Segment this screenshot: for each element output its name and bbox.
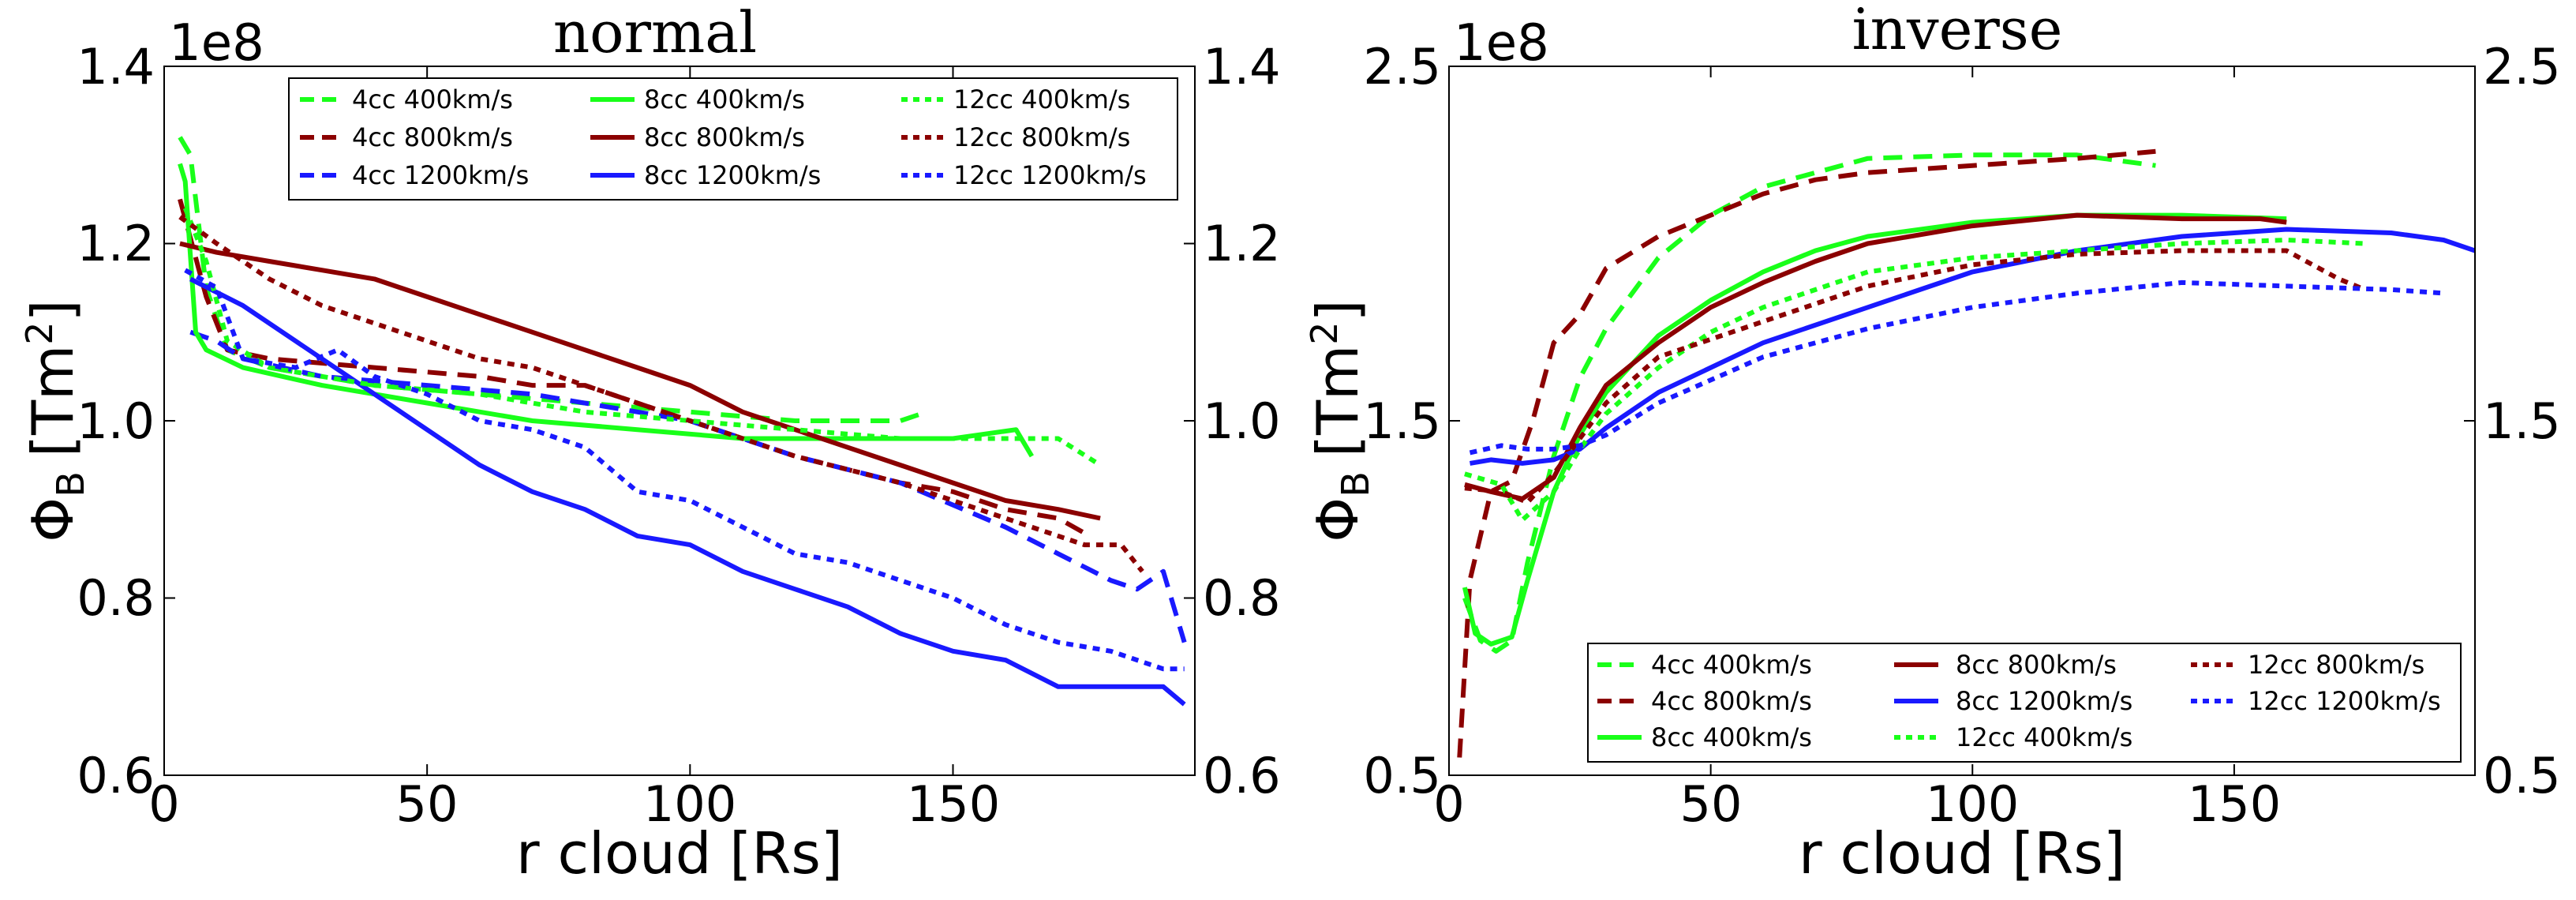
- series-line-12cc-800km-s: [178, 215, 1144, 573]
- legend-label: 12cc 800km/s: [953, 122, 1130, 152]
- legend-label: 12cc 400km/s: [953, 84, 1130, 114]
- y-axis-label-unit: [Tm: [1305, 345, 1371, 457]
- x-axis-label: r cloud [Rs]: [1799, 820, 2125, 887]
- x-tick-label: 150: [907, 775, 1000, 833]
- x-tick-label: 0: [148, 775, 179, 833]
- svg-text:ΦB[Tm2]: ΦB [Tm2]: [1303, 299, 1378, 542]
- legend-label: 4cc 1200km/s: [352, 160, 529, 190]
- legend-label: 8cc 400km/s: [644, 84, 805, 114]
- offset-text: 1e8: [1454, 14, 1549, 73]
- y-axis-label-subscript: B: [1334, 471, 1378, 497]
- legend-label: 12cc 1200km/s: [953, 160, 1147, 190]
- y-tick-label: 1.4: [77, 38, 155, 96]
- legend-normal: 4cc 400km/s 4cc 800km/s 4cc 1200km/s 8cc…: [288, 77, 1178, 201]
- series-line-12cc-1200km-s: [1469, 279, 2444, 456]
- x-tick-label: 150: [2188, 775, 2281, 833]
- right-y-tick-label: 1.4: [1203, 38, 1281, 96]
- legend-frame: [1587, 643, 2462, 763]
- series-line-8cc-800km-s: [179, 241, 1101, 521]
- legend-frame: [288, 77, 1178, 201]
- y-tick-label: 1.2: [77, 215, 155, 272]
- y-axis-label-unit-exponent: 2: [1303, 321, 1346, 344]
- right-y-tick-label: 1.5: [2483, 392, 2561, 450]
- series-line-12cc-1200km-s: [184, 268, 1185, 672]
- y-axis-label-symbol: Φ: [20, 497, 86, 542]
- y-tick-label: 1.0: [77, 392, 155, 450]
- series-line-8cc-800km-s: [1464, 212, 2287, 501]
- x-axis-label: r cloud [Rs]: [516, 820, 843, 887]
- series-line-12cc-400km-s: [1464, 238, 2365, 523]
- plot-area-inverse: [1457, 148, 2475, 758]
- x-tick-label: 50: [1680, 775, 1743, 833]
- series-line-4cc-800km-s: [1457, 148, 2156, 758]
- x-tick-label: 100: [1926, 775, 2019, 833]
- chart-inverse: inverse 1e8 0.5 1.5 2.5 0.5 1.5 2.5 0 50…: [1303, 0, 2561, 887]
- legend-label: 8cc 1200km/s: [1956, 686, 2132, 716]
- right-y-tick-label: 1.0: [1203, 392, 1281, 450]
- y-axis-label-unit-close: ]: [20, 299, 86, 321]
- series-line-4cc-400km-s: [1462, 152, 2156, 654]
- chart-normal: normal 1e8 0.6 0.8 1.0 1.2 1.4 0.6 0.8 1…: [18, 0, 1281, 887]
- y-tick-label: 0.6: [77, 747, 155, 804]
- legend-label: 8cc 400km/s: [1651, 722, 1812, 752]
- series-line-12cc-400km-s: [182, 207, 1102, 467]
- series-line-8cc-1200km-s: [1469, 227, 2475, 466]
- y-axis-label: ΦB [Tm2]: [18, 299, 93, 542]
- y-tick-label: 2.5: [1363, 38, 1441, 96]
- legend-label: 12cc 1200km/s: [2248, 686, 2441, 716]
- y-axis-label-unit-exponent: 2: [18, 321, 61, 344]
- series-line-12cc-800km-s: [1464, 248, 2366, 505]
- right-y-tick-label: 1.2: [1203, 215, 1281, 272]
- ticks-inverse: [1448, 66, 2475, 776]
- series-line-4cc-400km-s: [178, 136, 928, 423]
- offset-text: 1e8: [169, 14, 264, 73]
- x-tick-label: 100: [643, 775, 736, 833]
- legend-label: 4cc 800km/s: [352, 122, 513, 152]
- legend-label: 12cc 400km/s: [1956, 722, 2132, 752]
- y-axis-label-subscript: B: [49, 471, 93, 497]
- y-axis-label-unit: [Tm: [20, 345, 86, 457]
- legend-label: 12cc 800km/s: [2248, 650, 2424, 680]
- legend-label: 4cc 400km/s: [1651, 650, 1812, 680]
- svg-text:ΦB[Tm2]: ΦB [Tm2]: [18, 299, 93, 542]
- y-axis-label-symbol: Φ: [1305, 497, 1371, 542]
- legend-label: 8cc 800km/s: [1956, 650, 2117, 680]
- ticks-normal: [163, 66, 1195, 776]
- legend-label: 4cc 400km/s: [352, 84, 513, 114]
- chart-title: inverse: [1852, 0, 2063, 62]
- chart-title: normal: [553, 0, 757, 66]
- legend-label: 8cc 1200km/s: [644, 160, 821, 190]
- right-y-tick-label: 0.5: [2483, 747, 2561, 804]
- right-y-tick-label: 2.5: [2483, 38, 2561, 96]
- y-tick-label: 0.5: [1363, 747, 1441, 804]
- y-axis-label: ΦB [Tm2]: [1303, 299, 1378, 542]
- right-y-tick-label: 0.6: [1203, 747, 1281, 804]
- plot-area-normal: [178, 136, 1187, 707]
- legend-label: 8cc 800km/s: [644, 122, 805, 152]
- legend-inverse: 4cc 400km/s 4cc 800km/s 8cc 400km/s 8cc …: [1587, 643, 2462, 763]
- x-tick-label: 50: [396, 775, 459, 833]
- y-tick-label: 0.8: [77, 569, 155, 627]
- series-line-8cc-1200km-s: [189, 276, 1186, 707]
- x-tick-label: 0: [1433, 775, 1464, 833]
- y-tick-label: 1.5: [1363, 392, 1441, 450]
- right-y-tick-label: 0.8: [1203, 569, 1281, 627]
- legend-label: 4cc 800km/s: [1651, 686, 1812, 716]
- y-axis-label-unit-close: ]: [1305, 299, 1371, 321]
- series-line-8cc-400km-s: [1462, 212, 2287, 647]
